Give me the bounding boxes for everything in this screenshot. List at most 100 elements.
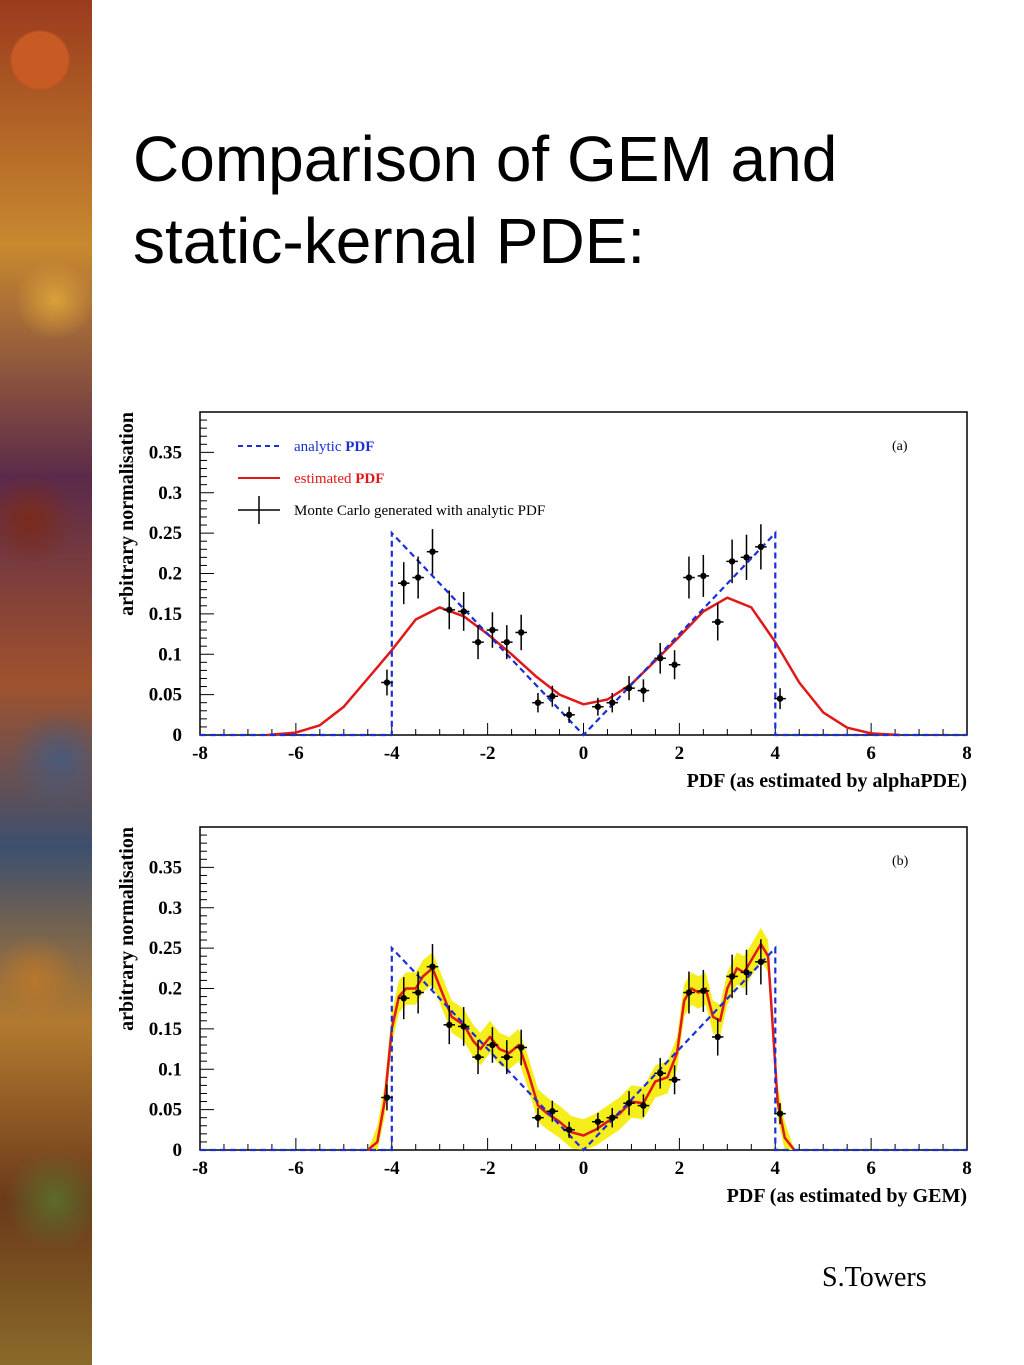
legend-label-text: Monte Carlo generated with analytic PDF — [294, 503, 545, 519]
uncertainty-band — [367, 927, 795, 1150]
legend-label-bold: PDF — [345, 439, 374, 455]
x-tick-label: 4 — [771, 1158, 781, 1179]
x-tick-label: -4 — [384, 1158, 400, 1179]
data-marker — [503, 638, 510, 646]
y-tick-label: 0.15 — [149, 604, 182, 625]
data-marker — [625, 1099, 633, 1107]
estimated-pdf-line — [366, 942, 796, 1151]
data-point — [426, 529, 439, 575]
x-tick-label: -2 — [480, 743, 496, 764]
y-tick-label: 0.2 — [158, 564, 182, 585]
x-tick-label: 8 — [962, 743, 972, 764]
data-point — [546, 1100, 559, 1122]
legend-label-bold: PDF — [355, 471, 384, 487]
y-axis-label: arbitrary normalisation — [116, 827, 138, 1031]
x-axis-label: PDF (as estimated by alphaPDE) — [687, 770, 967, 792]
legend-label: Monte Carlo generated with analytic PDF — [294, 503, 545, 519]
y-tick-label: 0.1 — [158, 1059, 182, 1080]
data-point — [592, 1112, 604, 1131]
data-marker — [503, 1053, 510, 1061]
data-marker — [640, 687, 647, 694]
data-marker — [671, 1076, 678, 1083]
data-marker — [383, 679, 391, 686]
data-marker — [671, 661, 678, 668]
data-point — [697, 969, 710, 1012]
plot-frame — [199, 826, 968, 1151]
data-point — [668, 650, 681, 680]
data-marker — [685, 989, 693, 996]
y-tick-label: 0.15 — [149, 1019, 182, 1040]
x-tick-label: -8 — [192, 1158, 208, 1179]
data-marker — [640, 1102, 647, 1109]
data-point — [654, 1057, 666, 1089]
data-point — [740, 949, 753, 995]
data-point — [486, 612, 499, 648]
data-point — [563, 1121, 575, 1138]
data-point — [726, 539, 738, 584]
data-marker — [429, 963, 436, 970]
data-marker — [728, 973, 736, 980]
data-point — [683, 556, 695, 599]
legend-label-text: estimated — [294, 471, 355, 487]
data-point — [532, 1108, 544, 1128]
data-point — [532, 693, 544, 713]
data-point — [472, 625, 484, 660]
data-marker — [565, 1126, 573, 1134]
y-tick-label: 0.3 — [158, 898, 182, 919]
data-marker — [534, 699, 542, 706]
y-axis-label: arbitrary normalisation — [116, 412, 138, 616]
data-point — [668, 1065, 681, 1095]
data-marker — [714, 618, 721, 626]
data-point — [711, 1018, 724, 1056]
y-tick-label: 0.05 — [149, 685, 182, 706]
page-title: Comparison of GEM and static-kernal PDE: — [133, 123, 838, 277]
panel-label: (a) — [892, 439, 908, 454]
x-tick-label: 6 — [866, 743, 876, 764]
data-marker — [700, 987, 707, 995]
data-point — [637, 1094, 650, 1117]
data-marker — [400, 579, 407, 587]
data-marker — [714, 1033, 721, 1041]
data-marker — [776, 695, 784, 702]
x-tick-label: 0 — [579, 1158, 589, 1179]
data-marker — [517, 1044, 525, 1051]
data-point — [443, 590, 456, 630]
data-point — [623, 676, 635, 701]
data-marker — [657, 655, 664, 662]
data-marker — [549, 693, 556, 700]
y-tick-label: 0.25 — [149, 523, 182, 544]
decorative-side-strip — [0, 0, 92, 1365]
data-marker — [474, 638, 482, 646]
legend-entry: analytic PDF — [238, 439, 374, 455]
data-marker — [625, 684, 633, 692]
y-tick-label: 0.25 — [149, 938, 182, 959]
y-tick-label: 0.3 — [158, 483, 182, 504]
data-marker — [657, 1070, 664, 1077]
chart-a: -8 -6 -4 -2 0 2 4 6 8 0 0.05 0.1 0.15 0.2 0.25 0.3 0.35 P… — [116, 411, 972, 792]
data-point — [515, 1029, 527, 1066]
y-tick-label: 0.2 — [158, 979, 182, 1000]
data-marker — [700, 572, 707, 580]
x-tick-label: -2 — [480, 1158, 496, 1179]
data-marker — [565, 711, 573, 719]
author-credit: S.Towers — [822, 1262, 927, 1293]
data-marker — [429, 548, 436, 555]
data-point — [755, 939, 767, 985]
data-point — [755, 524, 767, 570]
x-tick-label: -6 — [288, 1158, 304, 1179]
legend-label: estimated PDF — [294, 471, 384, 487]
data-marker — [609, 1114, 616, 1121]
data-point — [546, 685, 559, 707]
data-point — [501, 625, 513, 660]
data-point — [397, 977, 410, 1020]
data-point — [381, 1084, 393, 1111]
data-point — [606, 693, 619, 713]
data-marker — [685, 574, 693, 581]
data-marker — [534, 1114, 542, 1121]
analytic-pdf-line — [200, 530, 967, 737]
data-point — [774, 1103, 786, 1125]
data-point — [623, 1091, 635, 1116]
chart-b: -8 -6 -4 -2 0 2 4 6 8 0 0.05 0.1 0.15 0.2 0.25 0.3 0.35 P… — [116, 826, 972, 1207]
data-point — [697, 554, 710, 597]
data-marker — [594, 1118, 602, 1125]
